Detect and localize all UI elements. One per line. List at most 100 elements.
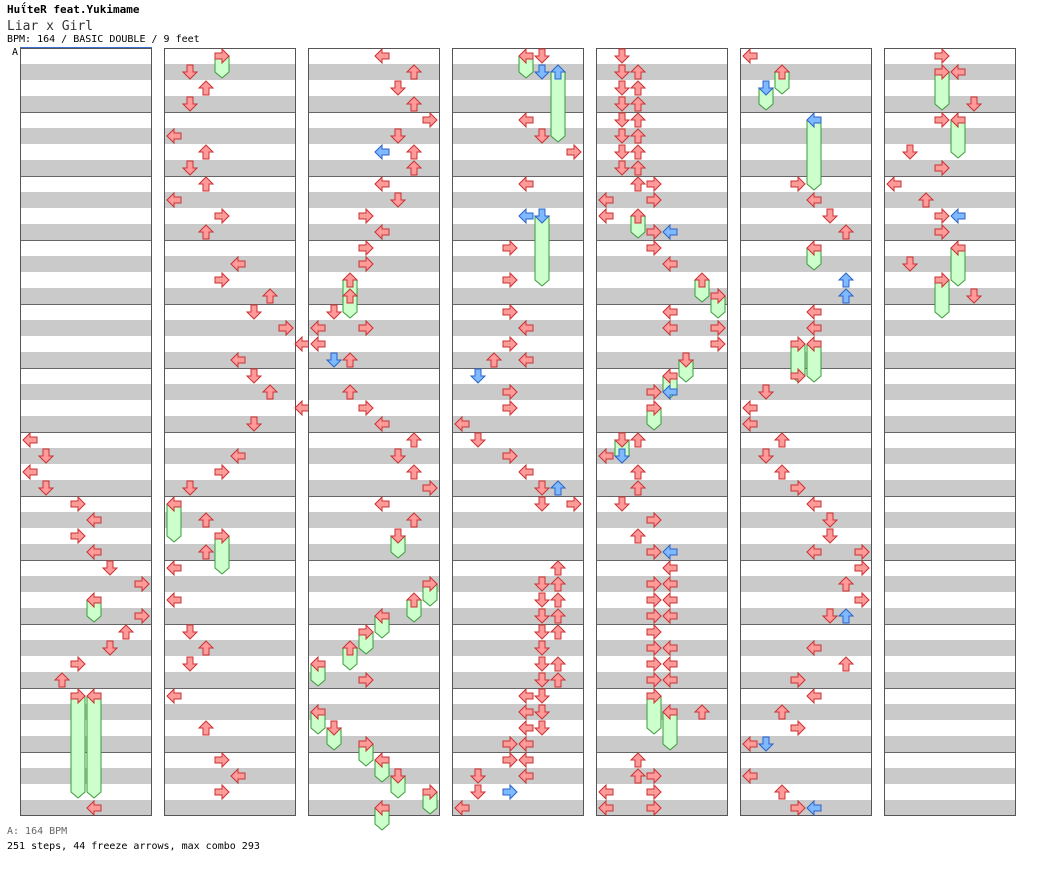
measure-line <box>164 432 296 433</box>
red-step-arrow <box>806 639 822 657</box>
measure-line <box>308 240 440 241</box>
red-step-arrow <box>549 576 567 592</box>
red-step-arrow <box>646 655 662 673</box>
beat-stripe <box>20 448 152 464</box>
measure-line <box>596 688 728 689</box>
notes-layer <box>598 48 726 817</box>
red-step-arrow <box>662 303 678 321</box>
red-step-arrow <box>22 463 38 481</box>
red-step-arrow <box>358 239 374 257</box>
red-step-arrow <box>613 160 631 176</box>
red-step-arrow <box>214 207 230 225</box>
measure-line <box>452 112 584 113</box>
red-step-arrow <box>773 704 791 720</box>
red-step-arrow <box>358 735 374 753</box>
red-step-arrow <box>518 463 534 481</box>
beat-stripe <box>884 704 1016 720</box>
beat-stripe <box>452 544 584 560</box>
red-step-arrow <box>197 720 215 736</box>
red-step-arrow <box>533 656 551 672</box>
red-step-arrow <box>502 751 518 769</box>
red-step-arrow <box>374 223 390 241</box>
red-step-arrow <box>629 64 647 80</box>
red-step-arrow <box>214 463 230 481</box>
red-step-arrow <box>261 288 279 304</box>
chart-column <box>740 47 872 817</box>
red-step-arrow <box>934 63 950 81</box>
red-step-arrow <box>613 432 631 448</box>
beat-stripe <box>308 800 440 816</box>
red-step-arrow <box>646 591 662 609</box>
measure-line <box>596 432 728 433</box>
song-title: Liar x Girl <box>7 19 94 34</box>
red-step-arrow <box>710 287 726 305</box>
red-step-arrow <box>405 144 423 160</box>
beat-stripe <box>884 800 1016 816</box>
measure-line <box>164 112 296 113</box>
beat-stripe <box>452 704 584 720</box>
red-step-arrow <box>629 96 647 112</box>
measure-line <box>20 624 152 625</box>
red-step-arrow <box>422 479 438 497</box>
song-artist: HuΐteR feat.Yukimame <box>7 3 140 16</box>
red-step-arrow <box>101 560 119 576</box>
red-step-arrow <box>166 559 182 577</box>
red-step-arrow <box>854 559 870 577</box>
beat-stripe <box>164 384 296 400</box>
red-step-arrow <box>742 399 758 417</box>
column-frame <box>884 48 1016 816</box>
red-step-arrow <box>646 783 662 801</box>
red-step-arrow <box>86 799 102 817</box>
red-step-arrow <box>662 607 678 625</box>
measure-line <box>308 688 440 689</box>
red-step-arrow <box>646 239 662 257</box>
beat-stripe <box>308 96 440 112</box>
measure-line <box>596 624 728 625</box>
beat-stripe <box>740 160 872 176</box>
red-step-arrow <box>806 687 822 705</box>
red-step-arrow <box>629 528 647 544</box>
red-step-arrow <box>485 352 503 368</box>
red-step-arrow <box>533 480 551 496</box>
measure-line <box>740 176 872 177</box>
beat-stripe <box>596 416 728 432</box>
red-step-arrow <box>389 80 407 96</box>
column-frame <box>308 48 440 816</box>
red-step-arrow <box>469 768 487 784</box>
red-step-arrow <box>53 672 71 688</box>
beat-stripe <box>740 128 872 144</box>
red-step-arrow <box>518 47 534 65</box>
red-step-arrow <box>613 48 631 64</box>
red-step-arrow <box>533 672 551 688</box>
beat-stripe <box>740 384 872 400</box>
beat-stripe <box>20 608 152 624</box>
measure-line <box>740 752 872 753</box>
measure-line <box>452 240 584 241</box>
red-step-arrow <box>693 272 711 288</box>
red-step-arrow <box>101 640 119 656</box>
red-step-arrow <box>214 783 230 801</box>
red-step-arrow <box>341 288 359 304</box>
red-step-arrow <box>502 239 518 257</box>
red-step-arrow <box>533 128 551 144</box>
red-step-arrow <box>646 383 662 401</box>
beat-stripe <box>740 448 872 464</box>
red-step-arrow <box>533 48 551 64</box>
red-step-arrow <box>806 319 822 337</box>
beat-stripe <box>596 512 728 528</box>
beat-stripe <box>884 384 1016 400</box>
measure-line <box>596 560 728 561</box>
red-step-arrow <box>374 175 390 193</box>
blue-step-arrow <box>325 352 343 368</box>
red-step-arrow <box>662 367 678 385</box>
beat-stripe <box>740 768 872 784</box>
beat-stripe <box>740 672 872 688</box>
beat-stripe <box>884 576 1016 592</box>
red-step-arrow <box>934 271 950 289</box>
red-step-arrow <box>374 799 390 817</box>
red-step-arrow <box>662 591 678 609</box>
red-step-arrow <box>662 671 678 689</box>
red-step-arrow <box>646 767 662 785</box>
red-step-arrow <box>629 112 647 128</box>
measure-line <box>740 624 872 625</box>
